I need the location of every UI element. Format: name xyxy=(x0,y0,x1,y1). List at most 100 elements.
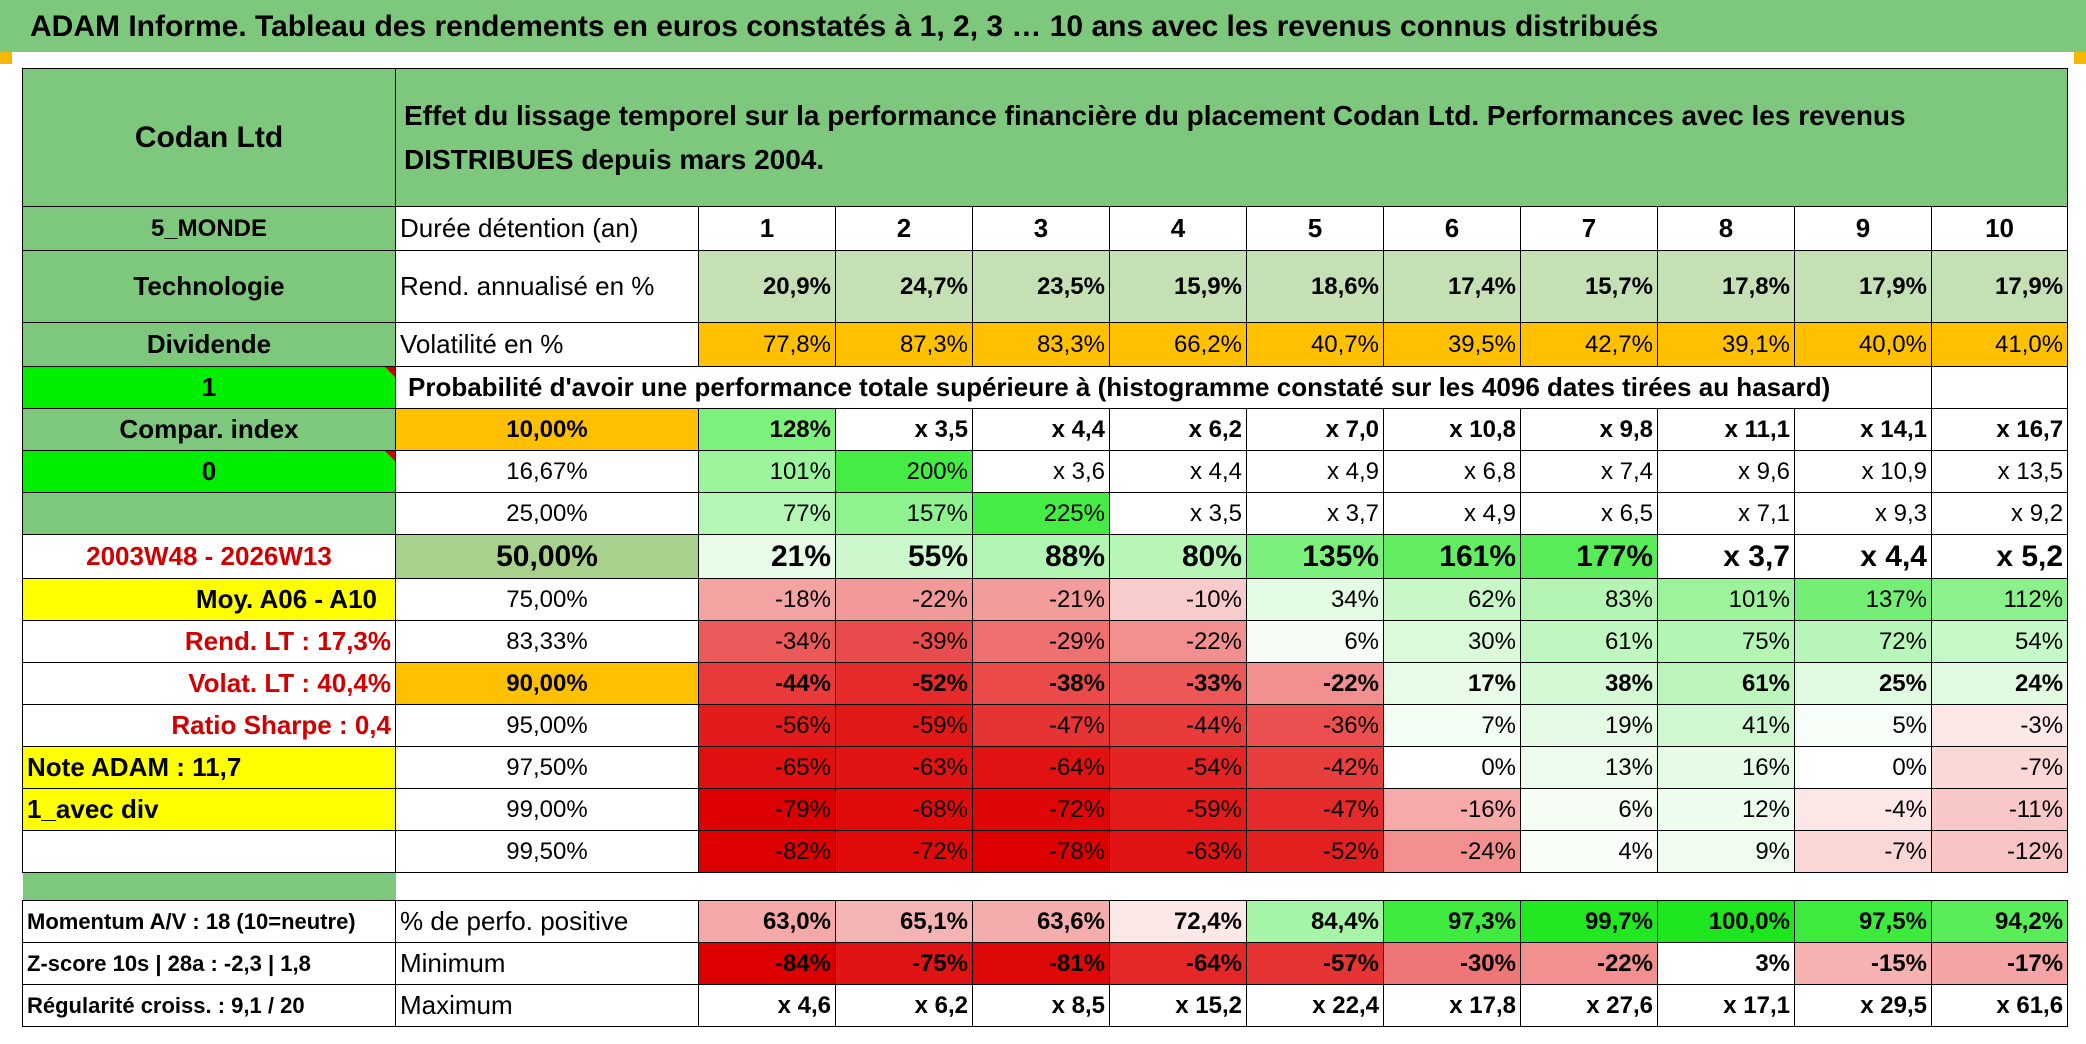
percentile-cell: x 11,1 xyxy=(1657,408,1795,451)
percentile-cell: -72% xyxy=(835,830,973,873)
percentile-cell: x 3,7 xyxy=(1246,492,1384,535)
positive-cell: 84,4% xyxy=(1246,900,1384,943)
report-title: ADAM Informe. Tableau des rendements en … xyxy=(0,0,2086,52)
percentile-cell: 41% xyxy=(1657,704,1795,747)
percentile-cell: -21% xyxy=(972,578,1110,621)
period-label: 2003W48 - 2026W13 xyxy=(22,534,396,579)
maximum-cell: x 6,2 xyxy=(835,984,973,1027)
percentile-cell: 16% xyxy=(1657,746,1795,789)
vol-cell: 42,7% xyxy=(1520,322,1658,367)
percentile-cell: 13% xyxy=(1520,746,1658,789)
percentile-cell: x 4,9 xyxy=(1246,450,1384,493)
percentile-cell: 101% xyxy=(698,450,836,493)
vol-cell: 83,3% xyxy=(972,322,1110,367)
percentile-cell: -56% xyxy=(698,704,836,747)
minimum-row: Z-score 10s | 28a : -2,3 | 1,8 Minimum -… xyxy=(22,942,2069,985)
performance-table: Codan Ltd Effet du lissage temporel sur … xyxy=(22,68,2069,1027)
percentile-cell: -54% xyxy=(1109,746,1247,789)
maximum-row: Régularité croiss. : 9,1 / 20 Maximum x … xyxy=(22,984,2069,1027)
percentile-cell: -12% xyxy=(1930,830,2069,873)
momentum-label: Momentum A/V : 18 (10=neutre) xyxy=(22,900,396,943)
moyenne-label: Moy. A06 - A10 xyxy=(22,578,396,621)
positive-row: Momentum A/V : 18 (10=neutre) % de perfo… xyxy=(22,900,2069,943)
zscore-label: Z-score 10s | 28a : -2,3 | 1,8 xyxy=(22,942,396,985)
row-label-minimum: Minimum xyxy=(395,942,699,985)
percentile-cell: -24% xyxy=(1383,830,1521,873)
maximum-cell: x 22,4 xyxy=(1246,984,1384,1027)
percentile-cell: x 3,5 xyxy=(1109,492,1247,535)
zero-flag: 0 xyxy=(22,450,396,493)
percentile-cell: -38% xyxy=(972,662,1110,705)
percentile-cell: 61% xyxy=(1520,620,1658,663)
row-label-vol: Volatilité en % xyxy=(395,322,699,367)
spacer-green xyxy=(22,872,396,901)
volat-lt-label: Volat. LT : 40,4% xyxy=(22,662,396,705)
corner-marker xyxy=(0,52,12,64)
row-label-rend: Rend. annualisé en % xyxy=(395,250,699,323)
percentile-cell: 55% xyxy=(835,534,973,579)
percentile-row: Rend. LT : 17,3% 83,33% -34% -39% -29% -… xyxy=(22,620,2069,663)
percentile-row: 25,00% 77% 157% 225% x 3,5 x 3,7 x 4,9 x… xyxy=(22,492,2069,535)
positive-cell: 100,0% xyxy=(1657,900,1795,943)
percentile-cell: -82% xyxy=(698,830,836,873)
positive-cell: 99,7% xyxy=(1520,900,1658,943)
note-adam-label: Note ADAM : 11,7 xyxy=(22,746,396,789)
percentile-cell: x 6,2 xyxy=(1109,408,1247,451)
rend-lt-label: Rend. LT : 17,3% xyxy=(22,620,396,663)
rend-cell: 17,4% xyxy=(1383,250,1521,323)
percentile-cell: 30% xyxy=(1383,620,1521,663)
percentile-cell: -59% xyxy=(835,704,973,747)
percentile-cell: -39% xyxy=(835,620,973,663)
percentile-cell: x 3,5 xyxy=(835,408,973,451)
percentile-cell: x 4,9 xyxy=(1383,492,1521,535)
row-label-positive: % de perfo. positive xyxy=(395,900,699,943)
percentile-cell: 12% xyxy=(1657,788,1795,831)
percentile-cell: -63% xyxy=(1109,830,1247,873)
percentile-row: Note ADAM : 11,7 97,50% -65% -63% -64% -… xyxy=(22,746,2069,789)
percentile-cell: -72% xyxy=(972,788,1110,831)
positive-cell: 63,6% xyxy=(972,900,1110,943)
percentile-cell: -64% xyxy=(972,746,1110,789)
percentile-cell: 7% xyxy=(1383,704,1521,747)
rend-cell: 23,5% xyxy=(972,250,1110,323)
percentile-cell: 161% xyxy=(1383,534,1521,579)
maximum-cell: x 17,8 xyxy=(1383,984,1521,1027)
percentile-cell: 61% xyxy=(1657,662,1795,705)
percentile-cell: -47% xyxy=(1246,788,1384,831)
percentile-cell: x 4,4 xyxy=(972,408,1110,451)
avec-div-label: 1_avec div xyxy=(22,788,396,831)
vol-cell: 77,8% xyxy=(698,322,836,367)
positive-cell: 72,4% xyxy=(1109,900,1247,943)
percentile-cell: x 7,0 xyxy=(1246,408,1384,451)
percentile-cell: 21% xyxy=(698,534,836,579)
percentile-label: 99,00% xyxy=(395,788,699,831)
percentile-row: Moy. A06 - A10 75,00% -18% -22% -21% -10… xyxy=(22,578,2069,621)
percentile-label: 75,00% xyxy=(395,578,699,621)
percentile-label: 95,00% xyxy=(395,704,699,747)
vol-cell: 41,0% xyxy=(1930,322,2069,367)
percentile-cell: 112% xyxy=(1930,578,2069,621)
positive-cell: 97,5% xyxy=(1794,900,1932,943)
percentile-cell: 101% xyxy=(1657,578,1795,621)
percentile-cell: x 6,8 xyxy=(1383,450,1521,493)
percentile-cell: -33% xyxy=(1109,662,1247,705)
vol-cell: 87,3% xyxy=(835,322,973,367)
percentile-cell: -44% xyxy=(698,662,836,705)
vol-cell: 40,7% xyxy=(1246,322,1384,367)
probability-header-row: 1 Probabilité d'avoir une performance to… xyxy=(22,366,2069,409)
percentile-cell: -78% xyxy=(972,830,1110,873)
one-flag: 1 xyxy=(22,366,396,409)
year-header: 8 xyxy=(1657,206,1795,251)
minimum-cell: -17% xyxy=(1930,942,2069,985)
rend-cell: 17,9% xyxy=(1794,250,1932,323)
percentile-label: 25,00% xyxy=(395,492,699,535)
compar-index-label: Compar. index xyxy=(22,408,396,451)
positive-cell: 94,2% xyxy=(1930,900,2069,943)
maximum-cell: x 8,5 xyxy=(972,984,1110,1027)
percentile-cell: 5% xyxy=(1794,704,1932,747)
percentile-cell: -7% xyxy=(1930,746,2069,789)
minimum-cell: -81% xyxy=(972,942,1110,985)
percentile-label: 90,00% xyxy=(395,662,699,705)
percentile-cell: x 13,5 xyxy=(1930,450,2069,493)
corner-marker xyxy=(2074,52,2086,64)
